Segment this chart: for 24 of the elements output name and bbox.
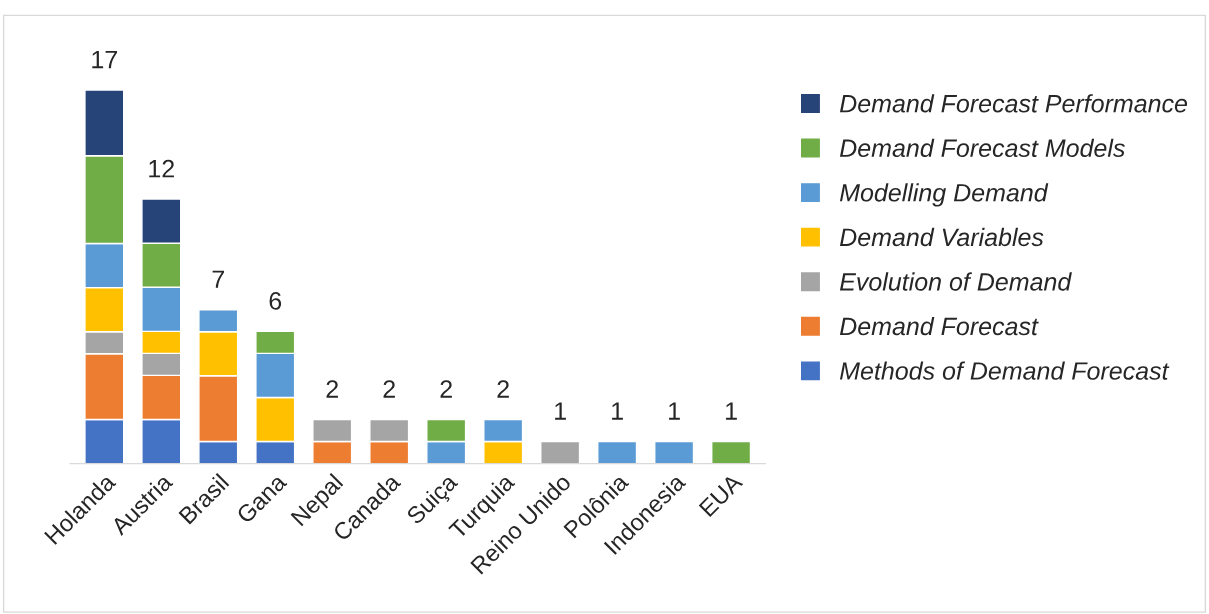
legend-label: Demand Forecast Performance	[839, 94, 1188, 113]
annotation: 7	[212, 270, 224, 288]
annotation: 2	[440, 380, 452, 398]
bar	[711, 440, 752, 464]
annotation: 17	[92, 51, 117, 69]
bar	[654, 440, 695, 464]
annotation: 1	[555, 402, 566, 420]
legend-label: Modelling Demand	[839, 183, 1049, 207]
x-tick-label: EUA	[698, 472, 744, 518]
bar	[597, 440, 638, 464]
legend-label: Demand Forecast Models	[839, 138, 1125, 158]
annotation: 2	[383, 380, 395, 398]
legend-label: Demand Variables	[839, 227, 1044, 247]
bar	[540, 440, 581, 464]
annotation: 1	[612, 402, 623, 420]
annotation: 6	[269, 292, 282, 310]
annotation: 2	[326, 380, 338, 398]
annotation: 2	[497, 380, 509, 398]
annotation: 1	[726, 402, 737, 420]
legend-label: Methods of Demand Forecast	[839, 361, 1170, 380]
annotation: 12	[149, 159, 174, 178]
legend-label: Demand Forecast	[839, 316, 1039, 336]
legend-label: Evolution of Demand	[839, 272, 1072, 291]
annotation: 1	[669, 402, 680, 420]
